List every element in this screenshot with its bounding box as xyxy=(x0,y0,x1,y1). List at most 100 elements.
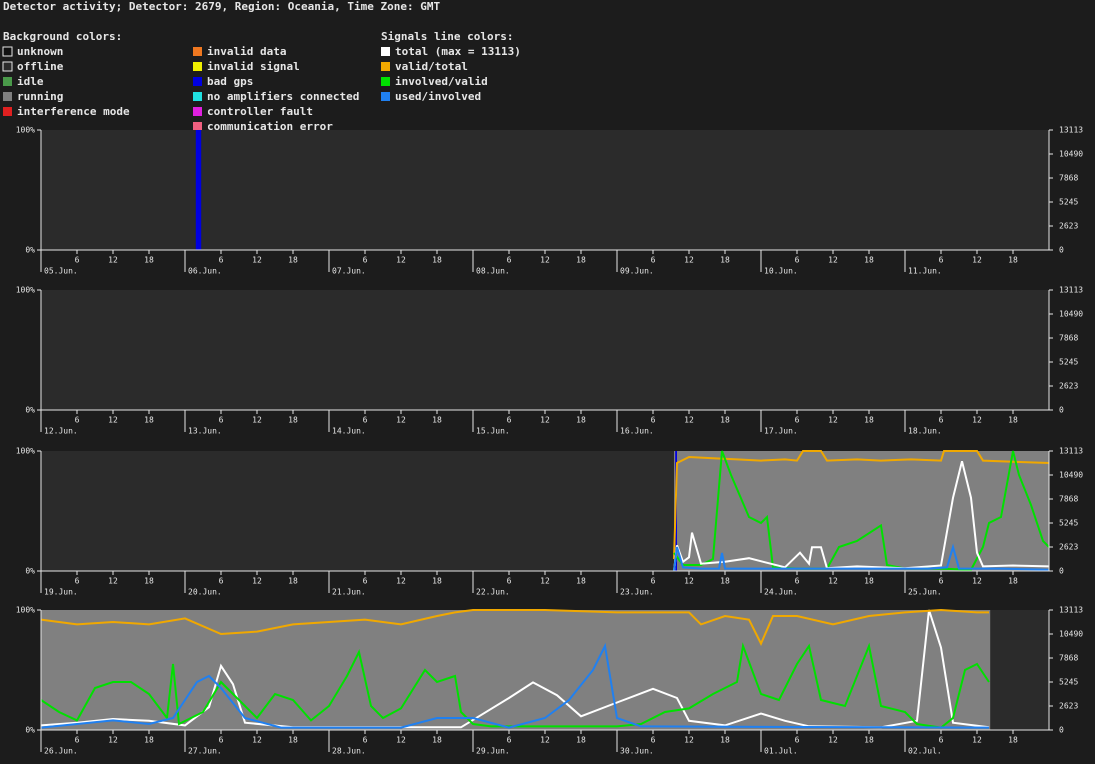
y-tick-label: 100% xyxy=(16,286,35,295)
x-minor-tick-label: 12 xyxy=(684,736,694,745)
y2-tick-label: 2623 xyxy=(1059,542,1078,551)
x-minor-tick-label: 12 xyxy=(972,736,982,745)
x-minor-tick-label: 18 xyxy=(576,736,586,745)
x-minor-tick-label: 18 xyxy=(144,736,154,745)
x-minor-tick-label: 6 xyxy=(795,256,800,265)
legend-swatch xyxy=(193,62,202,71)
legend-label: controller fault xyxy=(207,105,313,118)
x-minor-tick-label: 6 xyxy=(651,736,656,745)
legend-label: involved/valid xyxy=(395,75,488,88)
legend-label: valid/total xyxy=(395,60,468,73)
x-minor-tick-label: 12 xyxy=(252,577,262,586)
x-minor-tick-label: 12 xyxy=(108,577,118,586)
x-tick-label: 11.Jun. xyxy=(908,267,942,276)
x-minor-tick-label: 6 xyxy=(795,416,800,425)
x-minor-tick-label: 12 xyxy=(828,416,838,425)
x-tick-label: 06.Jun. xyxy=(188,267,222,276)
x-minor-tick-label: 6 xyxy=(219,256,224,265)
x-tick-label: 01.Jul. xyxy=(764,747,798,756)
legend-heading: Background colors: xyxy=(3,30,122,43)
y2-tick-label: 5245 xyxy=(1059,358,1078,367)
signal-line xyxy=(673,460,1050,572)
x-minor-tick-label: 18 xyxy=(720,577,730,586)
x-tick-label: 14.Jun. xyxy=(332,427,366,436)
x-minor-tick-label: 6 xyxy=(219,736,224,745)
x-tick-label: 12.Jun. xyxy=(44,427,78,436)
y2-tick-label: 10490 xyxy=(1059,630,1083,639)
legend-heading: Signals line colors: xyxy=(381,30,513,43)
x-minor-tick-label: 12 xyxy=(828,256,838,265)
x-minor-tick-label: 12 xyxy=(540,577,550,586)
x-minor-tick-label: 18 xyxy=(288,416,298,425)
x-minor-tick-label: 12 xyxy=(684,577,694,586)
x-minor-tick-label: 18 xyxy=(1008,577,1018,586)
legend-swatch xyxy=(193,92,202,101)
x-minor-tick-label: 18 xyxy=(144,416,154,425)
y2-tick-label: 2623 xyxy=(1059,221,1078,230)
x-minor-tick-label: 12 xyxy=(972,416,982,425)
chart-title: Detector activity; Detector: 2679, Regio… xyxy=(3,0,440,13)
x-minor-tick-label: 18 xyxy=(720,736,730,745)
x-tick-label: 09.Jun. xyxy=(620,267,654,276)
y2-tick-label: 0 xyxy=(1059,406,1064,415)
x-minor-tick-label: 6 xyxy=(363,577,368,586)
x-minor-tick-label: 6 xyxy=(363,736,368,745)
x-tick-label: 15.Jun. xyxy=(476,427,510,436)
plot-area xyxy=(41,130,1049,250)
legend-label: no amplifiers connected xyxy=(207,90,359,103)
x-minor-tick-label: 6 xyxy=(939,256,944,265)
x-minor-tick-label: 6 xyxy=(507,256,512,265)
x-minor-tick-label: 18 xyxy=(864,736,874,745)
y2-tick-label: 0 xyxy=(1059,567,1064,576)
y2-tick-label: 5245 xyxy=(1059,678,1078,687)
x-minor-tick-label: 12 xyxy=(828,577,838,586)
x-minor-tick-label: 12 xyxy=(396,256,406,265)
x-minor-tick-label: 6 xyxy=(507,416,512,425)
x-minor-tick-label: 6 xyxy=(507,577,512,586)
x-minor-tick-label: 12 xyxy=(828,736,838,745)
x-minor-tick-label: 18 xyxy=(720,256,730,265)
x-minor-tick-label: 12 xyxy=(108,416,118,425)
legend-swatch xyxy=(193,107,202,116)
x-minor-tick-label: 18 xyxy=(864,577,874,586)
state-segment xyxy=(195,130,202,250)
x-minor-tick-label: 18 xyxy=(1008,256,1018,265)
x-minor-tick-label: 18 xyxy=(864,256,874,265)
state-segment xyxy=(41,610,991,730)
x-minor-tick-label: 6 xyxy=(363,256,368,265)
y2-tick-label: 0 xyxy=(1059,726,1064,735)
x-minor-tick-label: 6 xyxy=(75,256,80,265)
x-minor-tick-label: 18 xyxy=(1008,416,1018,425)
state-segment xyxy=(674,451,1049,571)
legend-swatch xyxy=(193,47,202,56)
y2-tick-label: 2623 xyxy=(1059,381,1078,390)
x-minor-tick-label: 18 xyxy=(864,416,874,425)
x-minor-tick-label: 12 xyxy=(108,736,118,745)
legend-label: offline xyxy=(17,60,64,73)
y-tick-label: 100% xyxy=(16,606,35,615)
x-minor-tick-label: 18 xyxy=(288,577,298,586)
legend-swatch xyxy=(381,62,390,71)
x-minor-tick-label: 6 xyxy=(651,256,656,265)
legend-swatch xyxy=(2,61,13,72)
signal-line xyxy=(673,450,1050,571)
x-minor-tick-label: 18 xyxy=(288,736,298,745)
x-minor-tick-label: 18 xyxy=(576,256,586,265)
legend-label: unknown xyxy=(17,45,63,58)
x-minor-tick-label: 18 xyxy=(576,416,586,425)
x-tick-label: 19.Jun. xyxy=(44,588,78,597)
x-minor-tick-label: 6 xyxy=(939,577,944,586)
legend-swatch xyxy=(3,107,12,116)
legend-swatch xyxy=(381,47,390,56)
x-minor-tick-label: 12 xyxy=(396,577,406,586)
legend-label: used/involved xyxy=(395,90,481,103)
plot-area xyxy=(41,290,1049,410)
x-tick-label: 20.Jun. xyxy=(188,588,222,597)
x-tick-label: 24.Jun. xyxy=(764,588,798,597)
x-minor-tick-label: 12 xyxy=(252,736,262,745)
legend-swatch xyxy=(381,77,390,86)
x-tick-label: 18.Jun. xyxy=(908,427,942,436)
x-tick-label: 17.Jun. xyxy=(764,427,798,436)
legend-swatch xyxy=(381,92,390,101)
